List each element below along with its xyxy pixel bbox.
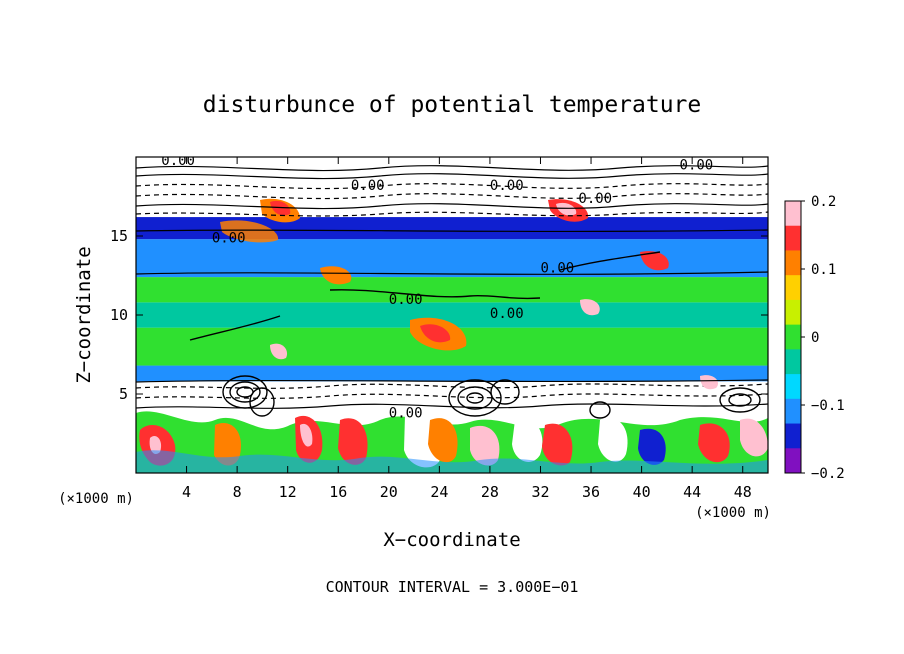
x-tick-label: 48: [734, 483, 752, 501]
band-7: [136, 217, 768, 240]
colorbar-ticks: 0.2 0.1 0 −0.1 −0.2: [801, 194, 845, 482]
colorbar-tick-label: −0.1: [811, 398, 845, 414]
colorbar-tick-label: 0.2: [811, 194, 836, 210]
x-tick-label: 8: [233, 483, 242, 501]
x-tick-label: 16: [329, 483, 347, 501]
upper-layer: [136, 195, 768, 390]
contour-label: 0.00: [351, 178, 385, 194]
upper-contours: [136, 165, 768, 383]
colorbar: [785, 201, 801, 474]
contour-label: 0.00: [680, 158, 714, 174]
x-tick-label: 24: [430, 483, 448, 501]
colorbar-swatch: [785, 349, 801, 375]
x-tick-label: 36: [582, 483, 600, 501]
contour-label: 0.00: [490, 306, 524, 322]
contour-label: 0.00: [490, 178, 524, 194]
x-tick-label: 44: [683, 483, 701, 501]
contour-label: 0.00: [540, 260, 574, 276]
colorbar-swatch: [785, 225, 801, 251]
y-tick-label: 5: [119, 385, 128, 403]
mid-layer-contours: [136, 383, 768, 409]
x-unit-label: (×1000 m): [695, 505, 771, 521]
colorbar-swatch: [785, 423, 801, 449]
contour-labels: 0.00 0.00 0.00 0.00 0.00 0.00 0.00 0.00 0.00 0.00: [161, 153, 714, 422]
contour-label: 0.00: [389, 406, 423, 422]
contour-label: 0.00: [389, 292, 423, 308]
y-tick-label: 10: [110, 306, 128, 324]
x-axis-title: X−coordinate: [383, 529, 520, 551]
contour-label: 0.00: [578, 191, 612, 207]
x-tick-label: 12: [279, 483, 297, 501]
y-unit-label: (×1000 m): [58, 491, 134, 507]
colorbar-swatch: [785, 201, 801, 227]
colorbar-swatch: [785, 374, 801, 400]
colorbar-swatch: [785, 324, 801, 350]
x-tick-label: 32: [531, 483, 549, 501]
contour-label: 0.00: [212, 230, 246, 246]
contour-label: 0.00: [161, 153, 195, 169]
colorbar-tick-label: −0.2: [811, 466, 845, 482]
colorbar-swatch: [785, 398, 801, 425]
colorbar-swatch: [785, 448, 801, 474]
y-tick-label: 15: [110, 227, 128, 245]
plot-area: 0.00 0.00 0.00 0.00 0.00 0.00 0.00 0.00 0.00 0.00: [136, 153, 768, 473]
x-tick-label: 28: [481, 483, 499, 501]
band-2: [136, 365, 768, 382]
lower-turbulent-layer: [136, 411, 768, 473]
x-axis: 4 8 12 16 20 24 28 32 36 40 44 48: [182, 157, 752, 501]
colorbar-tick-label: 0: [811, 330, 819, 346]
band-5: [136, 277, 768, 303]
colorbar-swatch: [785, 299, 801, 326]
chart-title: disturbunce of potential temperature: [203, 92, 702, 118]
colorbar-swatch: [785, 275, 801, 301]
contour-clusters: [222, 375, 761, 419]
x-tick-label: 40: [633, 483, 651, 501]
colorbar-tick-label: 0.1: [811, 262, 836, 278]
x-tick-label: 20: [380, 483, 398, 501]
colorbar-swatch: [785, 250, 801, 276]
y-axis-title: Z−coordinate: [73, 246, 95, 383]
x-tick-label: 4: [182, 483, 191, 501]
contour-interval-note: CONTOUR INTERVAL = 3.000E−01: [326, 578, 579, 596]
y-axis: 5 10 15: [110, 227, 768, 403]
